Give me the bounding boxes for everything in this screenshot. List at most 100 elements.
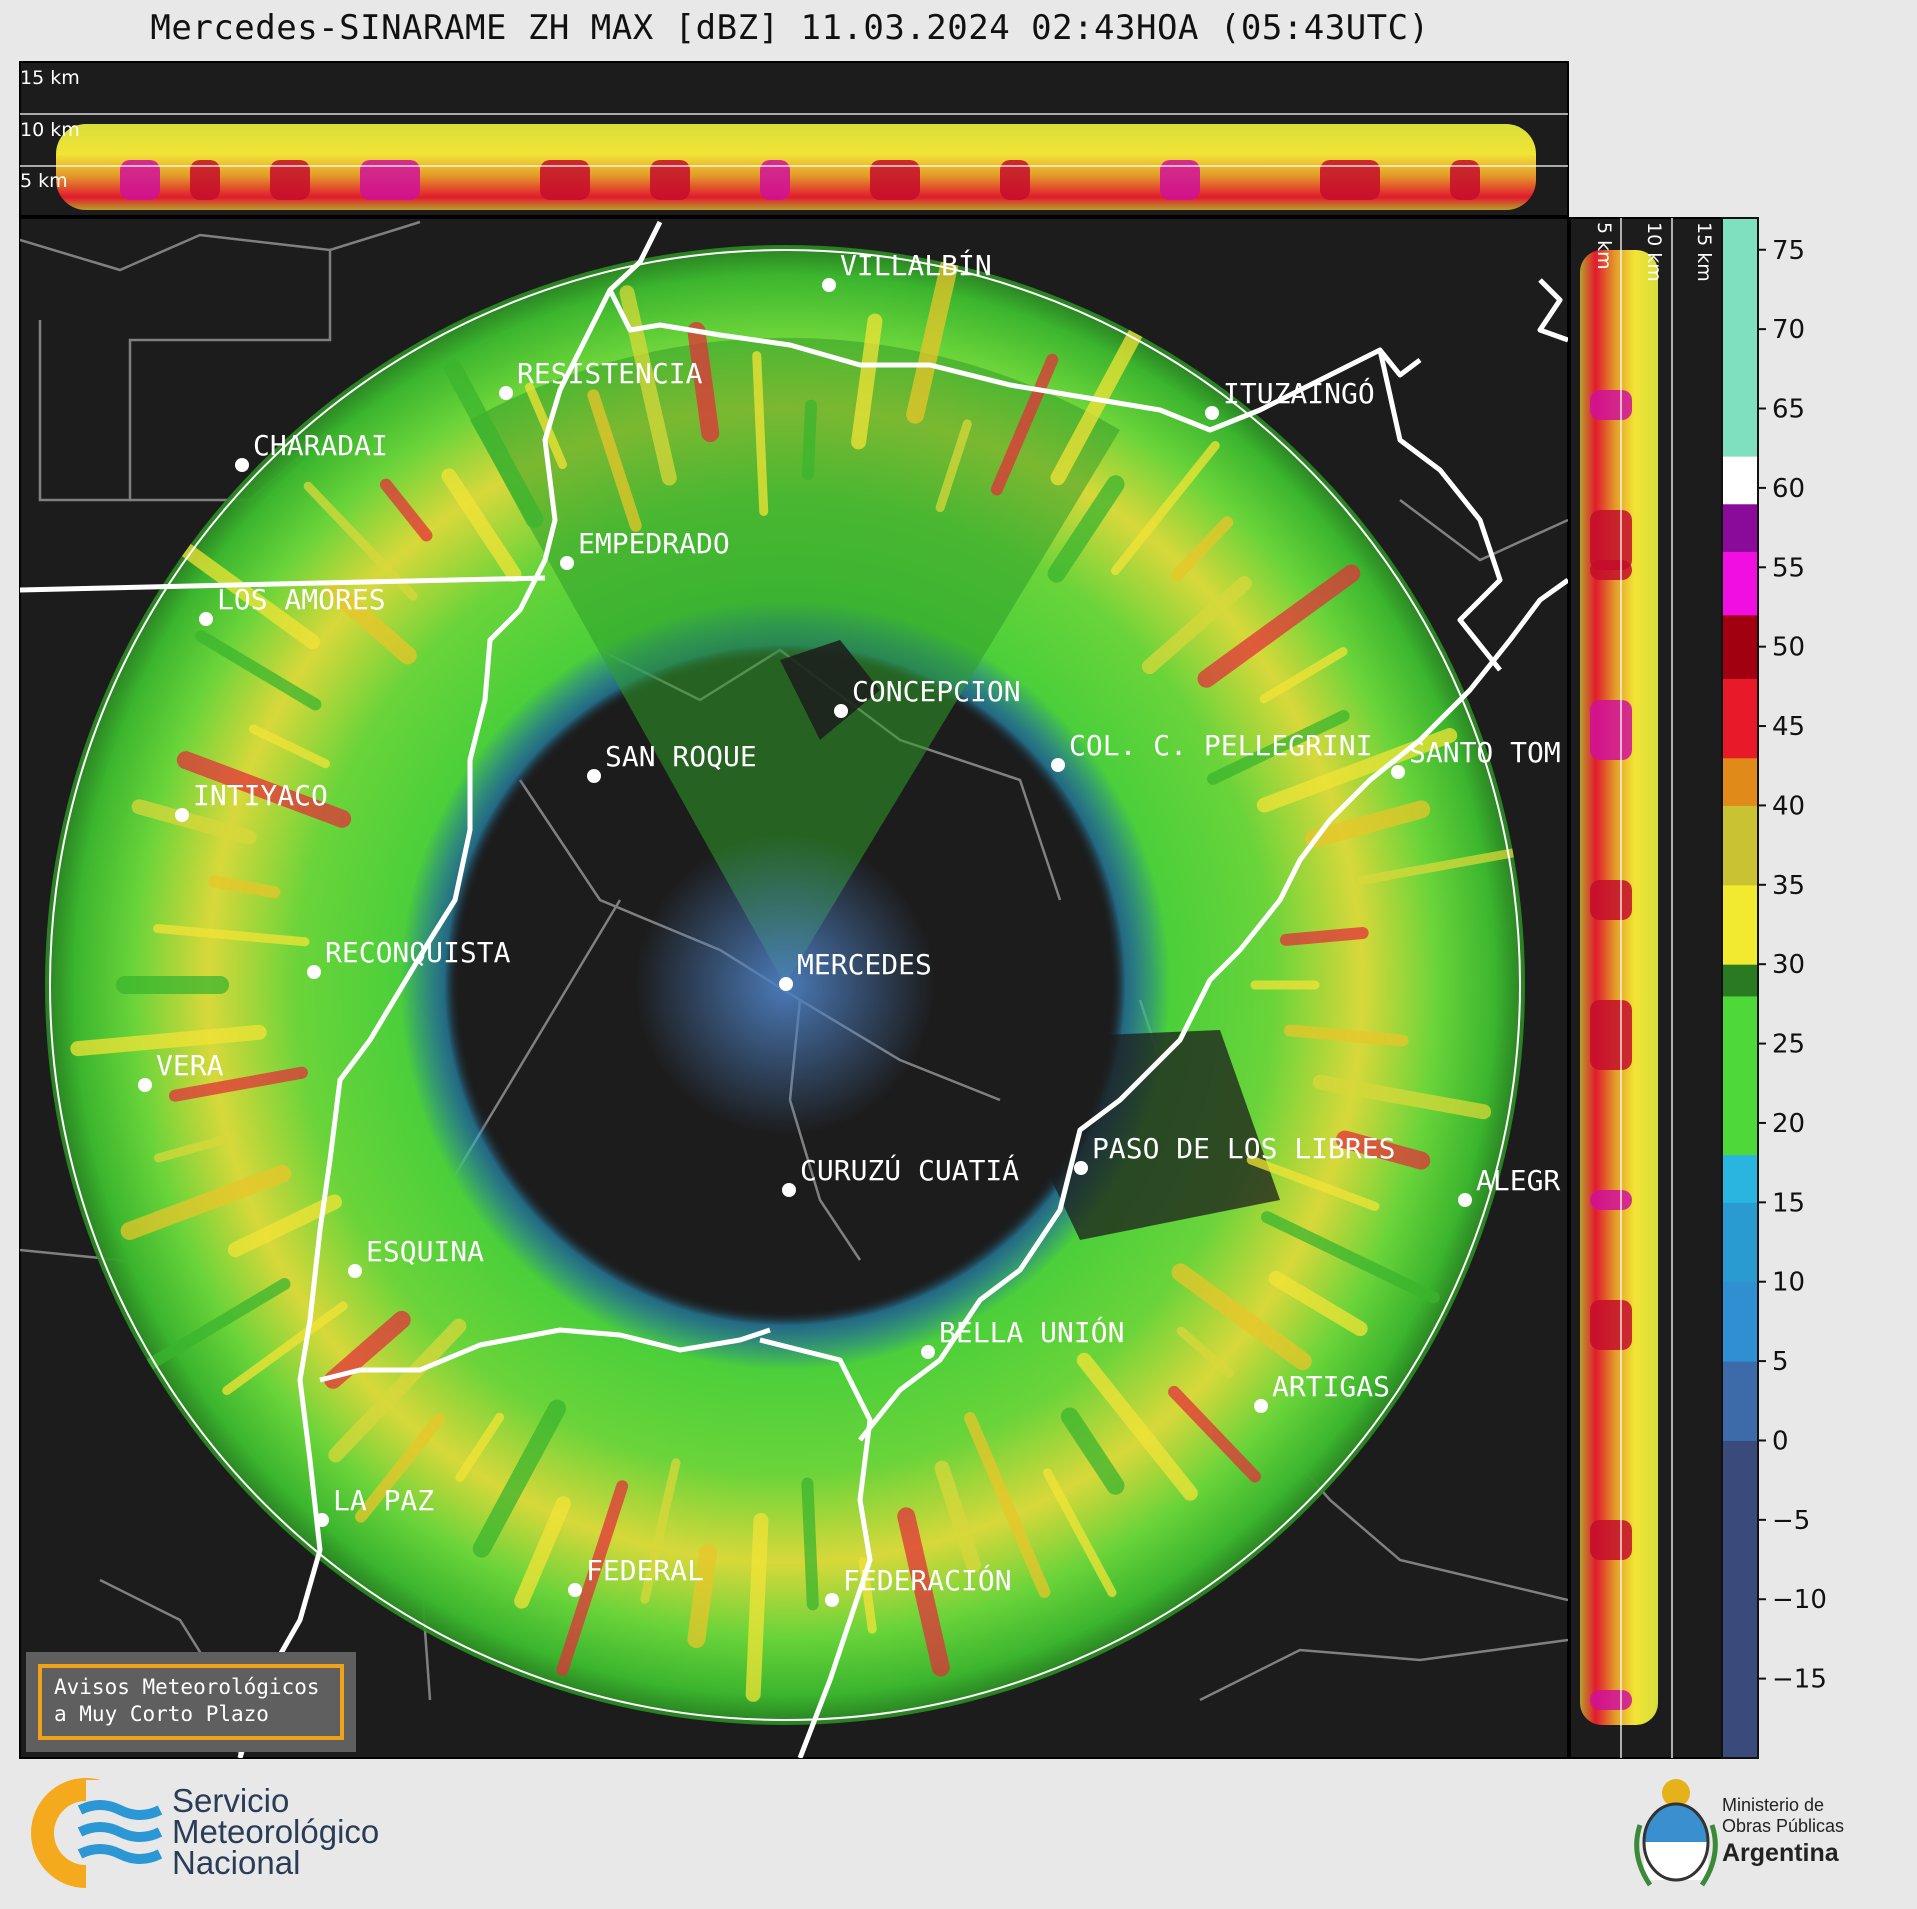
storm-streak xyxy=(1268,1270,1368,1337)
city-label-esquina: ESQUINA xyxy=(366,1235,484,1268)
city-label-federaci-n: FEDERACIÓN xyxy=(843,1563,1012,1597)
storm-streak xyxy=(514,1496,571,1609)
storm-streak xyxy=(441,468,522,582)
storm-streak xyxy=(687,1543,718,1649)
top-height-label-10: 10 km xyxy=(20,119,80,141)
storm-streak xyxy=(1279,927,1369,946)
colorbar-tick-label: 70 xyxy=(1772,315,1805,345)
colorbar-tick-label: 5 xyxy=(1772,1347,1789,1377)
colorbar-band-12 xyxy=(1722,551,1758,616)
city-marker-empedrado xyxy=(560,556,574,570)
smn-logo-icon xyxy=(31,1778,166,1890)
storm-streak xyxy=(1168,1385,1261,1483)
storm-streak xyxy=(687,321,720,443)
side-cell xyxy=(1590,1300,1632,1350)
top-cell xyxy=(190,160,220,200)
storm-streak xyxy=(131,799,257,845)
storm-streak xyxy=(1336,1130,1431,1170)
storm-streak xyxy=(379,478,433,542)
storm-streak xyxy=(248,724,331,769)
colorbar-tick-label: 30 xyxy=(1772,950,1805,980)
colorbar-tick-label: 45 xyxy=(1772,712,1805,742)
city-marker-la-paz xyxy=(315,1513,329,1527)
storm-streak xyxy=(1176,1326,1234,1378)
storm-streak xyxy=(222,1301,348,1396)
storm-streak xyxy=(1197,564,1361,688)
colorbar-tick-label: 65 xyxy=(1772,395,1805,425)
coat-of-arms-icon xyxy=(1634,1779,1718,1887)
radar-map: VILLALBÍN RESISTENCIA CHARADAI ITUZAINGÓ EMP… xyxy=(19,217,1569,1759)
storm-streak xyxy=(752,351,769,516)
top-cell xyxy=(1320,160,1380,200)
storm-streak xyxy=(168,1066,308,1102)
city-marker-san-roque xyxy=(587,769,601,783)
colorbar-tick-label: 15 xyxy=(1772,1188,1805,1218)
city-marker-villalb-n xyxy=(822,278,836,292)
storm-streak xyxy=(1060,1407,1125,1495)
side-cell xyxy=(1590,880,1632,920)
storm-streak xyxy=(934,1460,982,1573)
avisos-box[interactable]: Avisos Meteorológicos a Muy Corto Plazo xyxy=(26,1652,356,1752)
storm-streak xyxy=(455,1412,505,1482)
colorbar-band-5 xyxy=(1722,995,1758,1156)
colorbar-tick-label: 35 xyxy=(1772,871,1805,901)
colorbar-tick-label: 60 xyxy=(1772,474,1805,504)
storm-streak xyxy=(176,751,352,828)
storm-streak xyxy=(990,353,1059,496)
colorbar-band-0 xyxy=(1722,1440,1758,1759)
city-marker-concepcion xyxy=(834,704,848,718)
storm-streak xyxy=(1043,1468,1117,1598)
range-ring xyxy=(49,249,1521,1721)
colorbar-band-14 xyxy=(1722,456,1758,505)
top-height-label-5: 5 km xyxy=(20,170,68,192)
storm-streak xyxy=(153,924,310,947)
city-marker-santo-tom xyxy=(1391,765,1405,779)
ministerio-line-3: Argentina xyxy=(1722,1839,1839,1867)
storm-streak xyxy=(208,875,281,899)
storm-streak xyxy=(556,1480,629,1676)
city-label-artigas: ARTIGAS xyxy=(1272,1370,1390,1403)
smn-line-2: Meteorológico xyxy=(172,1813,380,1850)
city-label-ituzaing-: ITUZAINGÓ xyxy=(1223,376,1375,410)
city-label-federal: FEDERAL xyxy=(586,1554,704,1587)
storm-streak xyxy=(227,1194,343,1258)
colorbar-tick-label: 55 xyxy=(1772,553,1805,583)
city-label-charadai: CHARADAI xyxy=(253,429,388,462)
colorbar-tick-label: 75 xyxy=(1772,236,1805,266)
storm-streak xyxy=(1357,846,1525,885)
smn-logo-text: Servicio Meteorológico Nacional xyxy=(172,1782,380,1879)
city-label-intiyaco: INTIYACO xyxy=(193,779,328,812)
colorbar-band-9 xyxy=(1722,757,1758,806)
storm-streak xyxy=(1305,800,1431,848)
colorbar-band-4 xyxy=(1722,1154,1758,1203)
top-cross-section: 15 km 10 km 5 km xyxy=(19,61,1569,217)
city-markers: VILLALBÍN RESISTENCIA CHARADAI ITUZAINGÓ EMP… xyxy=(138,248,1561,1607)
side-height-label-10: 10 km xyxy=(1643,222,1665,282)
side-cell xyxy=(1590,1000,1632,1070)
smn-line-1: Servicio xyxy=(172,1782,290,1819)
storm-streak xyxy=(1283,1024,1409,1047)
storm-streak xyxy=(525,382,568,470)
storm-streak xyxy=(964,1412,1051,1598)
storm-streak xyxy=(303,481,418,601)
storm-streak xyxy=(1050,299,1158,486)
storm-streak xyxy=(640,1458,681,1604)
top-cell xyxy=(540,160,590,200)
colorbar-segments xyxy=(1722,218,1758,1759)
colorbar-band-3 xyxy=(1722,1202,1758,1283)
city-marker-reconquista xyxy=(307,965,321,979)
colorbar-tick-label: −10 xyxy=(1772,1585,1827,1615)
storm-streak xyxy=(1261,1211,1440,1304)
avisos-line-1: Avisos Meteorológicos xyxy=(54,1675,320,1699)
colorbar-tick-label: 40 xyxy=(1772,791,1805,821)
storm-streak xyxy=(1206,709,1350,785)
colorbar-band-15 xyxy=(1722,218,1758,457)
city-marker-ituzaing- xyxy=(1205,406,1219,420)
city-label-san-roque: SAN ROQUE xyxy=(605,740,757,773)
storm-streak xyxy=(1047,475,1125,583)
city-marker-alegr xyxy=(1458,1193,1472,1207)
colorbar-tick-label: 20 xyxy=(1772,1109,1805,1139)
city-marker-bella-uni-n xyxy=(921,1345,935,1359)
